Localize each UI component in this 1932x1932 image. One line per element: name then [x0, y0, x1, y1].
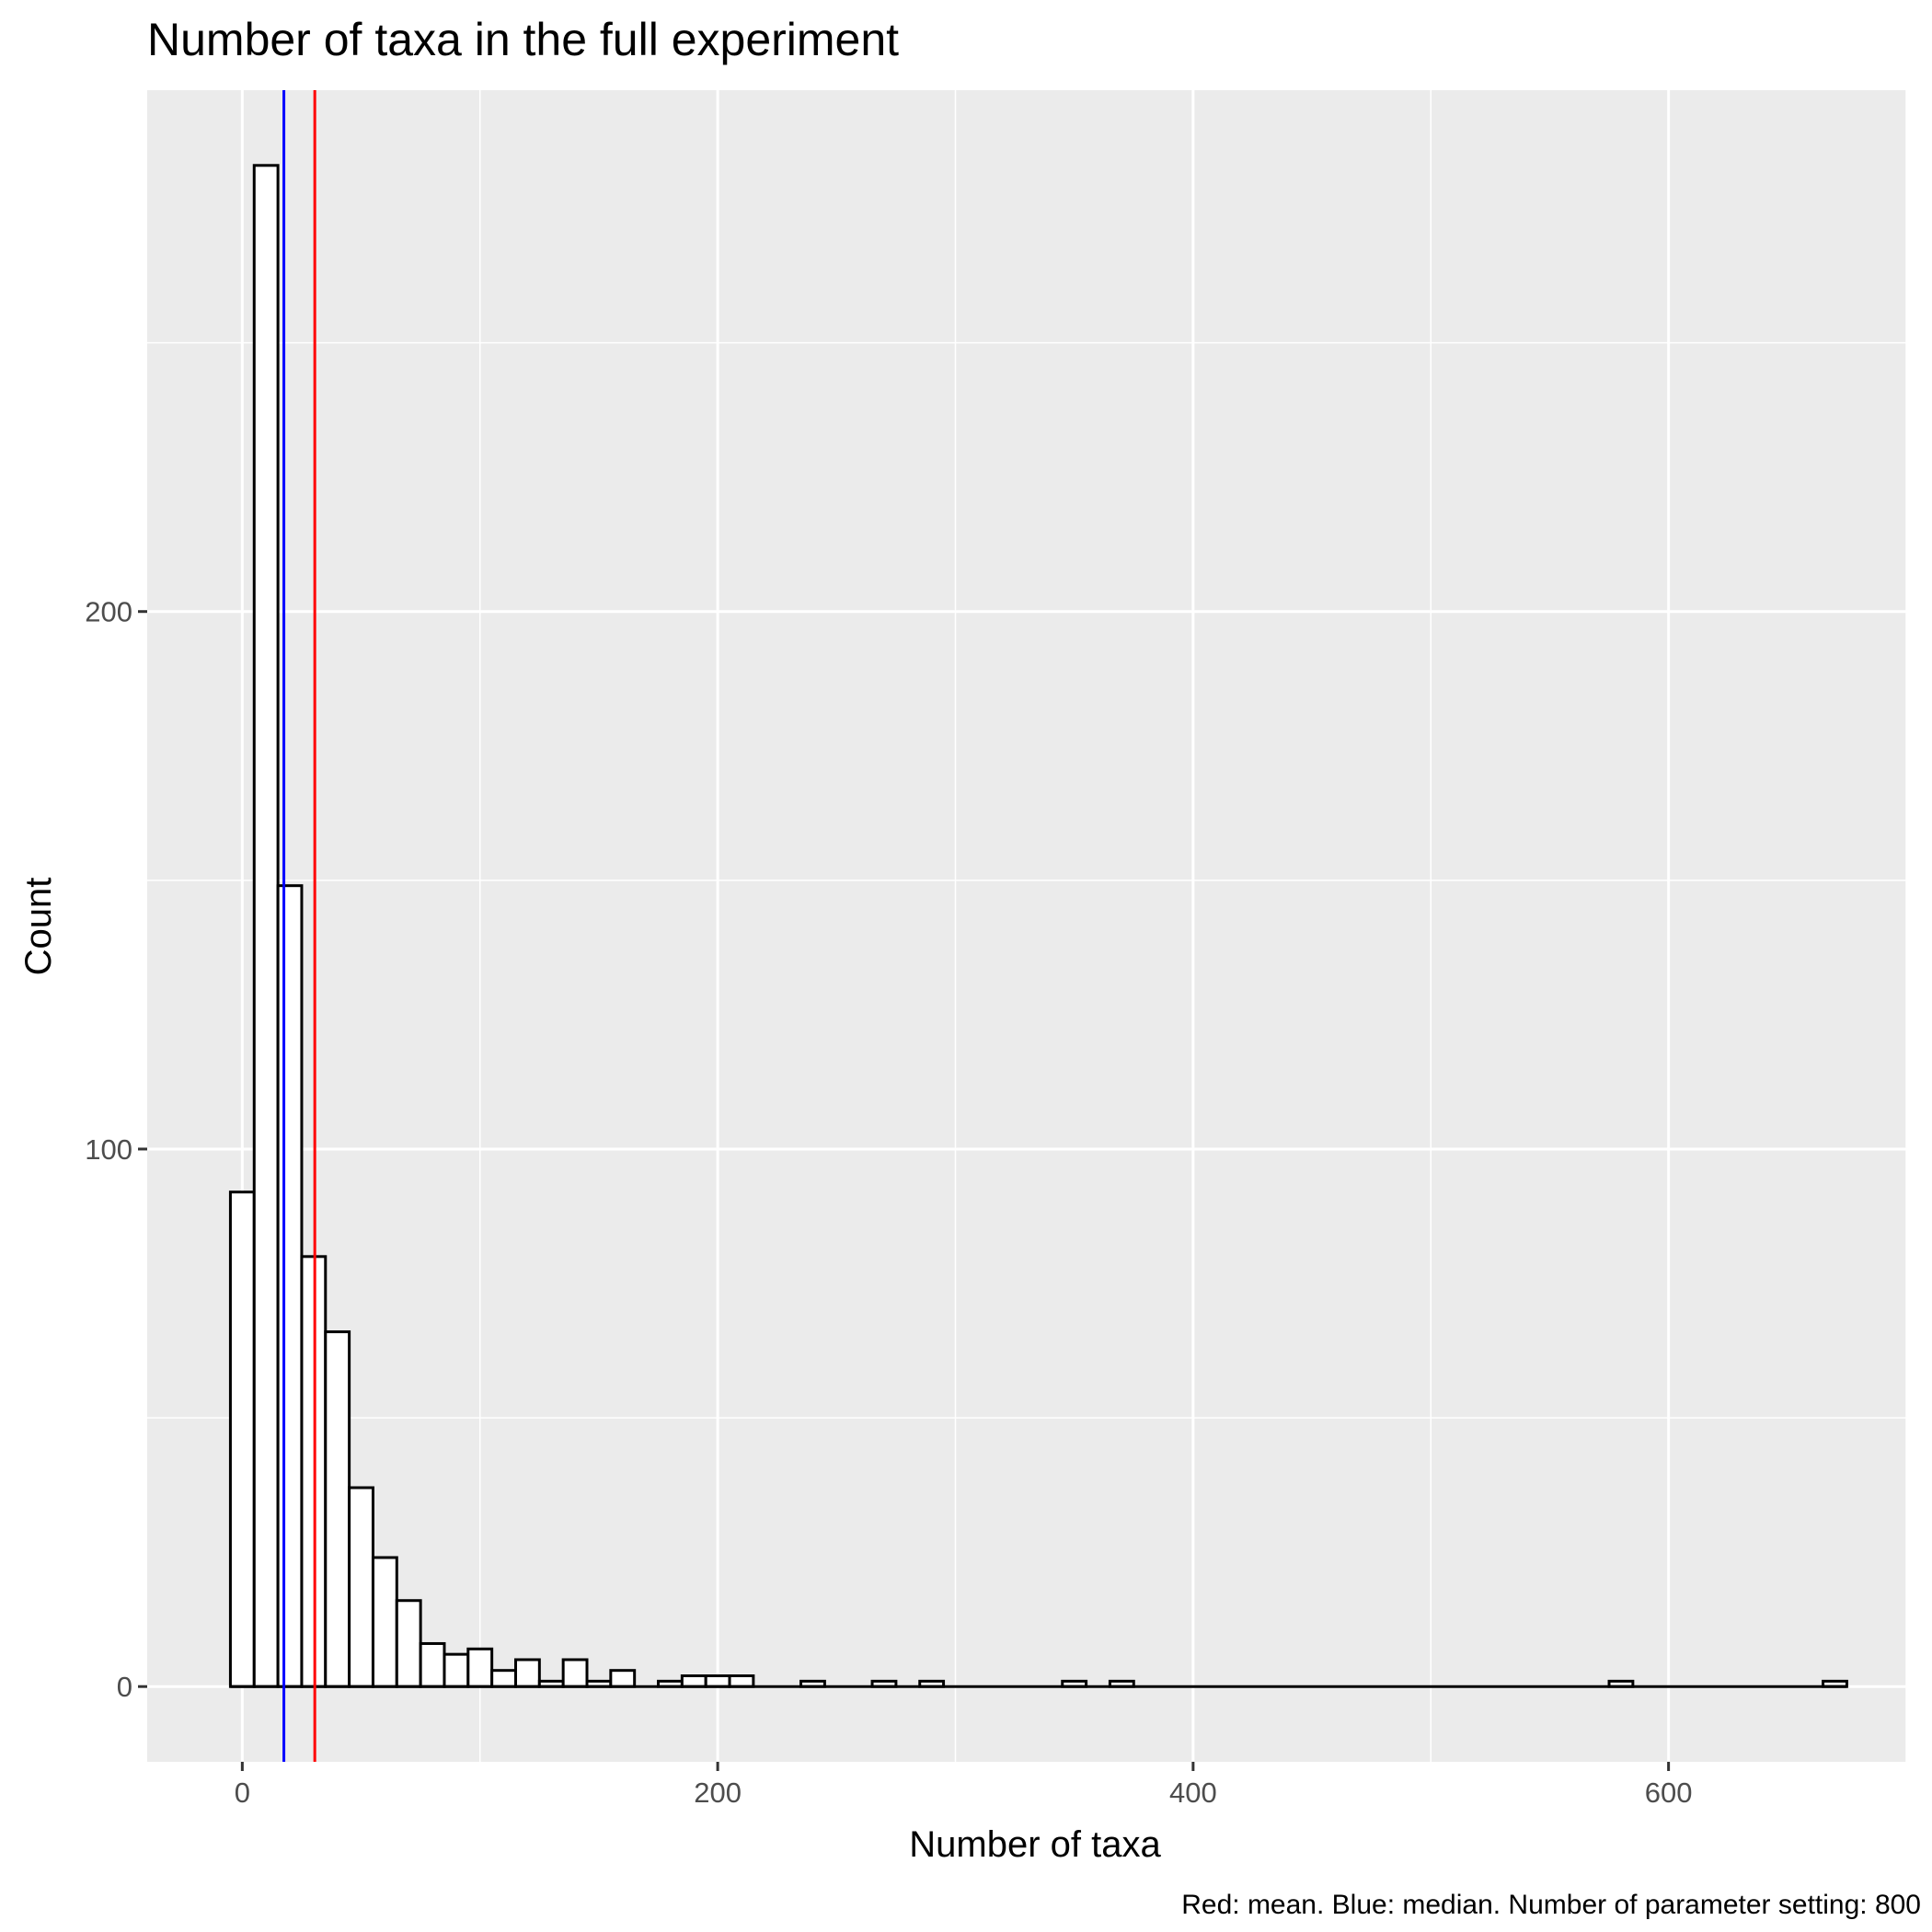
histogram-bar [395, 1599, 422, 1688]
y-tick-label: 200 [85, 596, 132, 628]
histogram-bars [228, 164, 1848, 1688]
x-tick-label: 400 [1169, 1777, 1217, 1809]
chart-caption: Red: mean. Blue: median. Number of param… [1181, 1890, 1921, 1920]
histogram-bar [252, 164, 280, 1688]
x-tick-label: 600 [1645, 1777, 1693, 1809]
chart-title: Number of taxa in the full experiment [147, 14, 899, 65]
reference-lines [282, 90, 316, 1762]
histogram-bar [728, 1674, 755, 1688]
plot-panel [147, 90, 1906, 1762]
y-axis-title: Count [18, 878, 59, 976]
histogram-bar [443, 1652, 470, 1688]
x-tick-label: 200 [694, 1777, 742, 1809]
x-axis-title: Number of taxa [909, 1824, 1161, 1865]
y-tick-label: 0 [117, 1671, 132, 1703]
grid-minor [4, 90, 1907, 1762]
histogram-bar [419, 1641, 446, 1688]
histogram-bar [680, 1674, 707, 1688]
histogram-bar [371, 1556, 398, 1688]
y-tick-label: 100 [85, 1133, 132, 1166]
histogram-bar [561, 1658, 589, 1688]
histogram-bar [513, 1658, 541, 1688]
histogram-bar [704, 1674, 731, 1688]
x-tick-label: 0 [235, 1777, 250, 1809]
histogram-bar [228, 1190, 256, 1688]
histogram-bar [276, 884, 304, 1688]
histogram-bar [466, 1647, 494, 1688]
y-axis: 0 100 200 [85, 596, 147, 1703]
x-axis: 0 200 400 600 [235, 1762, 1693, 1809]
histogram-bar [324, 1330, 351, 1688]
histogram-bar [609, 1669, 637, 1688]
histogram-bar [490, 1669, 517, 1688]
histogram-bar [348, 1486, 374, 1688]
